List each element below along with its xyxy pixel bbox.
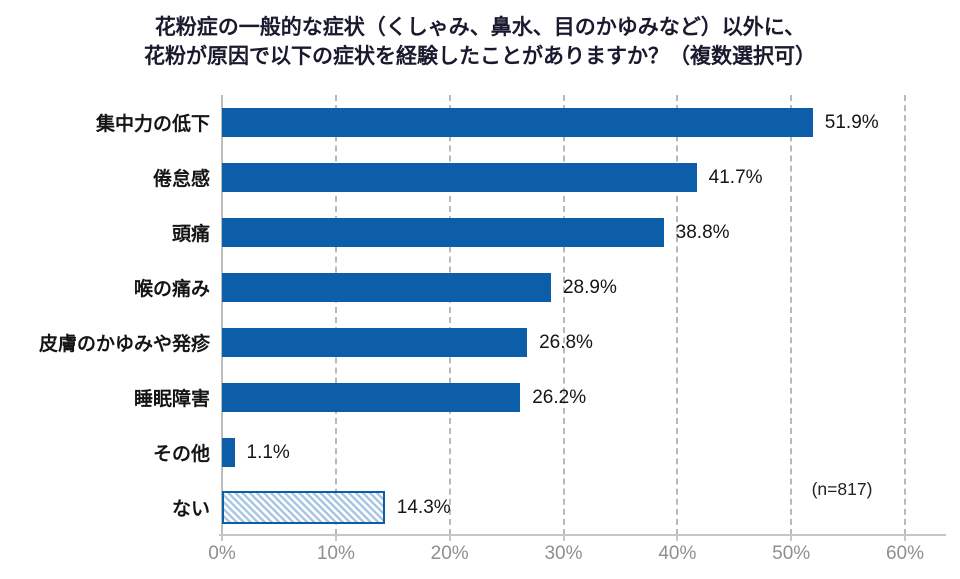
axis-tick-mark — [904, 535, 906, 541]
x-tick-label: 30% — [544, 543, 583, 564]
category-label: 集中力の低下 — [95, 114, 210, 135]
bar-row: 倦怠感 41.7% — [0, 150, 960, 205]
bar-row: 頭痛 38.8% — [0, 205, 960, 260]
category-label: 喉の痛み — [133, 279, 210, 300]
bar — [222, 273, 551, 302]
gridline — [562, 95, 565, 535]
bar-track: 14.3% — [222, 480, 905, 535]
gridline — [904, 95, 906, 535]
bar — [222, 108, 813, 137]
x-tick-label: 60% — [885, 543, 925, 564]
axis-tick-mark — [676, 535, 679, 541]
x-tick-label: 50% — [772, 543, 811, 564]
bar — [222, 218, 664, 247]
axis-tick-mark — [448, 535, 451, 541]
gridline — [676, 95, 679, 535]
category-label: 頭痛 — [171, 224, 210, 245]
bar-hatched — [222, 491, 385, 524]
value-label: 14.3% — [396, 496, 451, 518]
bar-track: 41.7% — [222, 150, 905, 205]
bar-track: 26.2% — [222, 370, 905, 425]
value-label: 26.8% — [539, 331, 593, 353]
y-axis-line — [221, 95, 223, 535]
bar-row: 睡眠障害 26.2% — [0, 370, 960, 425]
category-label: その他 — [152, 444, 210, 465]
value-label: 41.7% — [708, 166, 763, 188]
sample-size-label: (n=817) — [811, 479, 873, 499]
gridline — [334, 95, 337, 535]
bar — [222, 163, 697, 192]
chart-title: 花粉症の一般的な症状（くしゃみ、鼻水、目のかゆみなど）以外に、 花粉が原因で以下… — [0, 13, 960, 71]
axis-tick-mark — [221, 535, 223, 541]
axis-tick-mark — [562, 535, 565, 541]
x-axis-tick-labels: 0% 10% 20% 30% 40% 50% 60% — [208, 543, 924, 569]
category-label: 皮膚のかゆみや発疹 — [38, 334, 210, 355]
value-label: 51.9% — [824, 111, 879, 133]
bar — [222, 383, 521, 412]
bar-row: 集中力の低下 51.9% — [0, 95, 960, 150]
x-tick-label: 0% — [208, 543, 236, 564]
x-tick-label: 20% — [430, 543, 469, 564]
plot-area: 集中力の低下 51.9% 倦怠感 41.7% 頭痛 38.8% 喉の痛み 28.9% 皮膚のかゆ… — [0, 95, 960, 541]
bar-track: 51.9% — [222, 95, 905, 150]
value-label: 38.8% — [675, 221, 730, 243]
x-tick-label: 40% — [658, 543, 697, 564]
bar-track: 28.9% — [222, 260, 905, 315]
bar-rows: 集中力の低下 51.9% 倦怠感 41.7% 頭痛 38.8% 喉の痛み 28.9% 皮膚のかゆ… — [0, 95, 960, 535]
axis-tick-mark — [334, 535, 337, 541]
bar-row: 喉の痛み 28.9% — [0, 260, 960, 315]
chart-title-line2: 花粉が原因で以下の症状を経験したことがありますか？（複数選択可） — [144, 45, 816, 68]
gridlines — [221, 95, 906, 541]
chart-title-line1: 花粉症の一般的な症状（くしゃみ、鼻水、目のかゆみなど）以外に、 — [154, 16, 806, 39]
value-label: 26.2% — [532, 386, 587, 408]
bar-row: 皮膚のかゆみや発疹 26.8% — [0, 315, 960, 370]
bar — [222, 328, 528, 357]
value-label: 1.1% — [246, 441, 290, 463]
x-axis-line — [219, 534, 946, 536]
bar — [222, 438, 235, 467]
bar-track: 38.8% — [222, 205, 905, 260]
category-label: ない — [171, 499, 210, 520]
gridline — [448, 95, 451, 535]
x-tick-label: 10% — [316, 543, 355, 564]
value-label: 28.9% — [562, 276, 617, 298]
bar-row: ない 14.3% — [0, 480, 960, 535]
bar-track: 26.8% — [222, 315, 905, 370]
axis-tick-mark — [790, 535, 793, 541]
category-label: 睡眠障害 — [133, 389, 210, 410]
bar-row: その他 1.1% — [0, 425, 960, 480]
gridline — [790, 95, 793, 535]
bar-track: 1.1% — [222, 425, 905, 480]
category-label: 倦怠感 — [152, 169, 210, 190]
